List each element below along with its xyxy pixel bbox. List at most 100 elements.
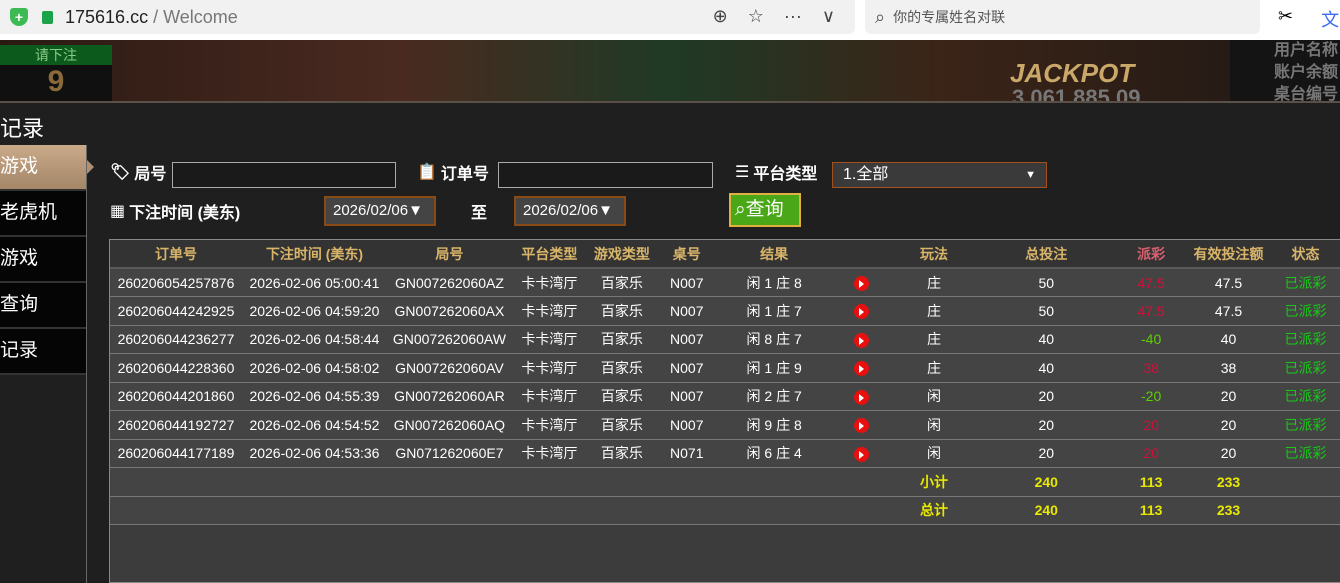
cell: N007	[656, 353, 717, 383]
play-replay-icon[interactable]	[854, 446, 870, 462]
clipboard-icon: 📋	[417, 164, 437, 181]
sidebar: 游戏 老虎机 游戏 查询 记录	[0, 145, 94, 375]
cell: 卡卡湾厅	[511, 296, 587, 326]
cell: 47.5	[1116, 268, 1187, 297]
cell: 已派彩	[1270, 353, 1340, 383]
column-header: 总投注	[976, 240, 1117, 269]
total-label: 总计	[891, 496, 977, 525]
table-row: 260206044192727 2026-02-06 04:54:52 GN0072…	[110, 410, 1340, 440]
jackpot-value: 3,061,885.09	[1012, 85, 1141, 101]
to-label: 至	[471, 205, 488, 222]
cell: 20	[976, 439, 1117, 468]
cell: 已派彩	[1270, 382, 1340, 411]
sidebar-item-query[interactable]: 查询	[0, 283, 86, 329]
sidebar-item-slots[interactable]: 老虎机	[0, 191, 86, 237]
cell: 闲 8 庄 7	[716, 325, 832, 354]
more-icon[interactable]: ···	[783, 6, 802, 26]
user-info: 用户名称 账户余额 桌台编号	[1230, 40, 1340, 101]
cell: 50	[976, 296, 1117, 326]
order-label: 📋 订单号	[417, 164, 489, 183]
cell: 20	[1116, 439, 1187, 468]
cell: 闲 2 庄 7	[716, 382, 832, 411]
round-label: 🏷 局号	[110, 164, 167, 183]
cell: GN007262060AX	[386, 296, 512, 326]
cell: 260206044177189	[110, 439, 242, 468]
table-row: 260206044201860 2026-02-06 04:55:39 GN0072…	[110, 382, 1340, 411]
cell: N007	[656, 410, 717, 440]
column-header: 结果	[716, 240, 832, 269]
cell: 卡卡湾厅	[511, 439, 587, 468]
column-header: 平台类型	[511, 240, 587, 269]
sidebar-item-games-2[interactable]: 游戏	[0, 237, 86, 283]
table-row: 260206044177189 2026-02-06 04:53:36 GN0712…	[110, 439, 1340, 468]
cell: GN071262060E7	[386, 439, 512, 468]
tag-icon: 🏷	[110, 164, 131, 181]
cell: 47.5	[1116, 296, 1187, 326]
cell: 百家乐	[586, 410, 657, 440]
browser-search[interactable]: ⌕ 你的专属姓名对联	[865, 0, 1260, 34]
cell: N007	[656, 382, 717, 411]
column-header: 玩法	[891, 240, 977, 269]
play-replay-icon[interactable]	[854, 304, 870, 320]
play-replay-icon[interactable]	[854, 332, 870, 348]
browser-bar: + 175616.cc / Welcome ⊕ ☆ ··· ∨ ⌕ 你的专属姓名对联 ✂…	[0, 0, 1340, 40]
cell: 闲	[891, 382, 977, 411]
date-to[interactable]: 2026/02/06▼	[514, 196, 626, 226]
list-icon: ☰	[735, 164, 750, 181]
cell: 卡卡湾厅	[511, 325, 587, 354]
play-replay-icon[interactable]	[854, 418, 870, 434]
subtotal-payout: 113	[1116, 467, 1187, 497]
cell: 已派彩	[1270, 296, 1340, 326]
cell: 260206044228360	[110, 353, 242, 383]
cell: 卡卡湾厅	[511, 410, 587, 440]
column-header: 下注时间 (美东)	[241, 240, 387, 269]
column-header: 有效投注额	[1186, 240, 1271, 269]
sidebar-item-records[interactable]: 记录	[0, 329, 86, 375]
cell: -20	[1116, 382, 1187, 411]
sidebar-item-games[interactable]: 游戏	[0, 145, 94, 191]
play-replay-icon[interactable]	[854, 361, 870, 377]
cell: 闲	[891, 439, 977, 468]
chevron-down-icon[interactable]: ∨	[821, 6, 835, 26]
cell: 已派彩	[1270, 439, 1340, 468]
subtotal-bet: 240	[976, 467, 1117, 497]
cell: 闲 1 庄 8	[716, 268, 832, 297]
cell: 卡卡湾厅	[511, 353, 587, 383]
column-header: 桌号	[656, 240, 717, 269]
cell: 20	[976, 410, 1117, 440]
scissors-icon[interactable]: ✂	[1278, 6, 1294, 26]
column-header: 订单号	[110, 240, 242, 269]
date-from[interactable]: 2026/02/06▼	[324, 196, 436, 226]
records-table: 订单号 下注时间 (美东) 局号 平台类型 游戏类型 桌号 结果 玩法 总投注 派彩 有效投注额 状态…	[109, 239, 1340, 583]
url-text[interactable]: 175616.cc / Welcome	[65, 6, 238, 27]
cell: 47.5	[1186, 296, 1271, 326]
records-panel: 记录 游戏 老虎机 游戏 查询 记录 🏷 局号 📋 订单号 ☰ 平台类型 1.全部 ▼ …	[0, 101, 1340, 583]
cell: 38	[1116, 353, 1187, 383]
cell: 20	[1116, 410, 1187, 440]
translate-icon[interactable]: 文	[1321, 10, 1340, 30]
cell: GN007262060AZ	[386, 268, 512, 297]
cell: 20	[976, 382, 1117, 411]
column-header: 局号	[386, 240, 512, 269]
play-replay-icon[interactable]	[854, 275, 870, 291]
column-header: 派彩	[1116, 240, 1187, 269]
play-replay-icon[interactable]	[854, 389, 870, 405]
address-bar[interactable]: + 175616.cc / Welcome ⊕ ☆ ··· ∨	[0, 0, 855, 34]
cell: 庄	[891, 325, 977, 354]
cell: 闲 1 庄 9	[716, 353, 832, 383]
lock-icon	[42, 10, 53, 24]
cell: 260206044236277	[110, 325, 242, 354]
cell: 38	[1186, 353, 1271, 383]
platform-select[interactable]: 1.全部 ▼	[832, 162, 1047, 188]
bulb-icon[interactable]: ⊕	[712, 6, 728, 26]
cell: 闲	[891, 410, 977, 440]
order-input[interactable]	[498, 162, 713, 188]
cell: 闲 6 庄 4	[716, 439, 832, 468]
round-input[interactable]	[172, 162, 396, 188]
star-icon[interactable]: ☆	[747, 6, 764, 26]
cell: 庄	[891, 268, 977, 297]
cell: 已派彩	[1270, 410, 1340, 440]
cell: N007	[656, 268, 717, 297]
cell: N007	[656, 325, 717, 354]
query-button[interactable]: ⌕查询	[729, 193, 801, 227]
